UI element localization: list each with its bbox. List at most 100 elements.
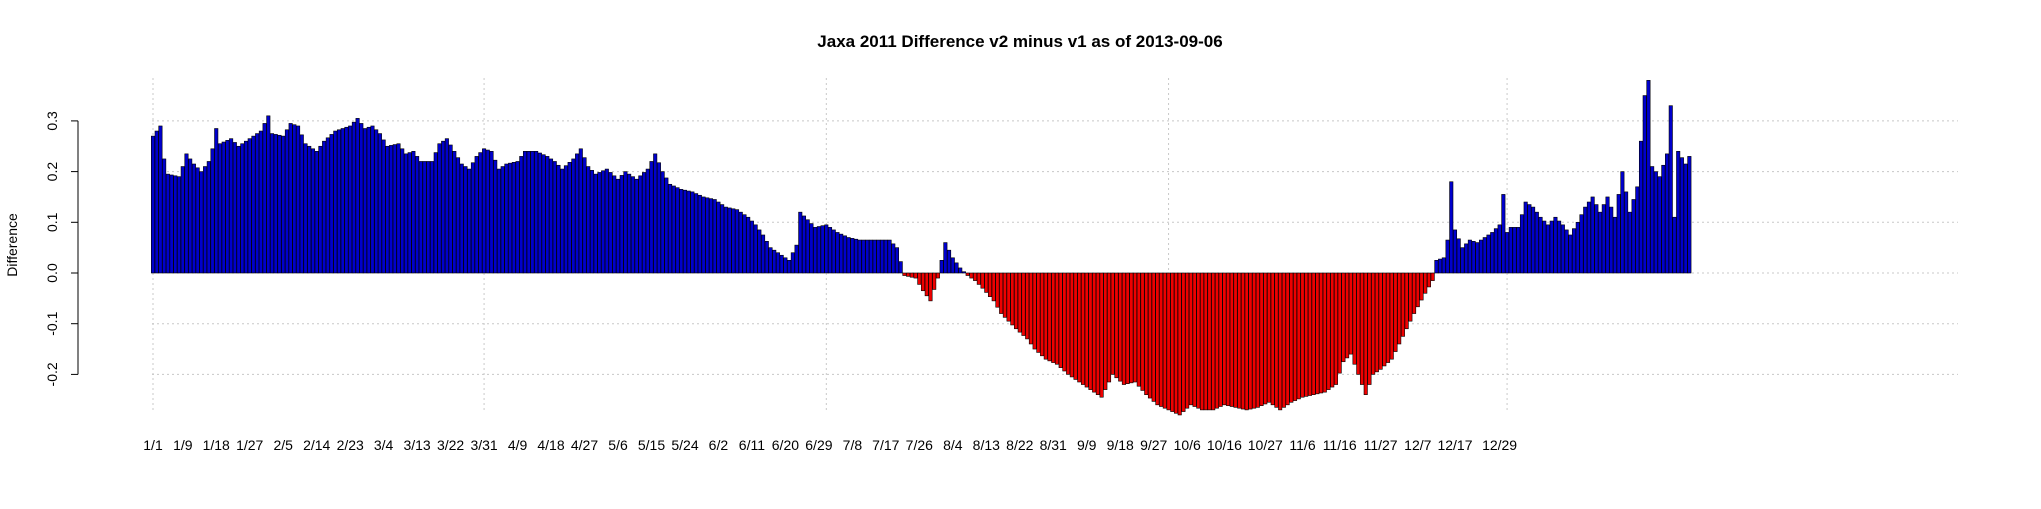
bar xyxy=(675,187,680,274)
bar xyxy=(1534,211,1539,274)
bar xyxy=(296,125,301,274)
bar xyxy=(697,194,702,274)
x-tick-label: 6/11 xyxy=(739,437,765,453)
bar xyxy=(601,170,606,274)
bar xyxy=(586,166,591,274)
bar xyxy=(1560,224,1565,274)
bar xyxy=(909,272,914,278)
bar xyxy=(1538,216,1543,274)
bar xyxy=(686,190,691,274)
bar xyxy=(1088,272,1093,390)
bar xyxy=(1527,204,1532,274)
bar xyxy=(1404,272,1409,330)
bar xyxy=(485,149,490,274)
bar xyxy=(549,158,554,274)
bar xyxy=(958,267,963,274)
bar xyxy=(1586,201,1591,274)
bar xyxy=(336,129,342,274)
bar xyxy=(281,135,286,274)
bar xyxy=(1367,272,1372,385)
bar xyxy=(407,152,412,274)
bar xyxy=(578,148,583,274)
bar xyxy=(1542,220,1547,274)
bar xyxy=(1296,272,1301,400)
bar xyxy=(1549,220,1554,274)
bar xyxy=(768,247,773,274)
bar xyxy=(1240,272,1245,410)
bar xyxy=(1069,272,1074,378)
bar xyxy=(623,171,628,274)
bar xyxy=(612,175,617,274)
bar xyxy=(831,229,836,274)
bar xyxy=(1493,228,1498,274)
x-tick-label: 5/15 xyxy=(638,437,665,453)
bar xyxy=(1002,272,1007,318)
bar xyxy=(1259,272,1264,406)
bar xyxy=(1032,272,1037,350)
bar xyxy=(1505,232,1510,274)
bar xyxy=(1304,272,1309,397)
bar xyxy=(363,128,368,274)
bar xyxy=(705,197,710,274)
bar xyxy=(206,161,211,274)
x-tick-label: 7/26 xyxy=(906,437,933,453)
bar xyxy=(1192,272,1197,407)
bar xyxy=(839,233,844,274)
bar xyxy=(478,152,483,274)
bar xyxy=(203,166,208,274)
bar xyxy=(270,133,275,274)
bar xyxy=(712,199,717,274)
bar xyxy=(1110,272,1115,375)
bar xyxy=(225,140,230,274)
bar xyxy=(560,168,565,274)
bar xyxy=(1214,272,1219,409)
bar xyxy=(928,272,933,302)
bar xyxy=(526,151,531,274)
bar xyxy=(169,174,174,274)
bar xyxy=(511,162,516,274)
bar xyxy=(891,243,896,274)
bar xyxy=(1419,272,1424,301)
x-tick-label: 5/6 xyxy=(608,437,628,453)
bar xyxy=(1616,194,1621,274)
bar xyxy=(177,176,182,274)
bar xyxy=(1181,272,1186,412)
bar xyxy=(668,183,673,274)
x-tick-label: 8/13 xyxy=(973,437,1000,453)
bar xyxy=(1047,272,1052,362)
bar xyxy=(392,144,397,274)
bar xyxy=(1092,272,1097,393)
bar xyxy=(348,125,353,274)
bar xyxy=(1393,272,1398,352)
bar xyxy=(184,153,189,274)
bar xyxy=(1519,214,1524,274)
bar xyxy=(1341,272,1346,363)
bar xyxy=(1612,216,1617,274)
x-tick-label: 3/31 xyxy=(470,437,497,453)
bar xyxy=(243,140,249,274)
bar xyxy=(809,223,814,274)
bar xyxy=(1006,272,1011,322)
bar xyxy=(1285,272,1290,406)
bar xyxy=(1441,257,1446,274)
x-tick-label: 10/6 xyxy=(1174,437,1201,453)
bar xyxy=(199,171,204,274)
bar xyxy=(813,227,818,274)
bar xyxy=(969,272,974,279)
bar xyxy=(247,138,252,274)
bar xyxy=(1118,272,1123,382)
bar xyxy=(441,140,446,274)
bar xyxy=(459,163,464,274)
bar xyxy=(1170,272,1175,412)
bar xyxy=(470,162,475,274)
bar xyxy=(1159,272,1164,407)
bar xyxy=(1125,272,1130,384)
bar xyxy=(753,224,758,274)
bar xyxy=(1661,164,1666,274)
bar xyxy=(1426,272,1431,288)
bar xyxy=(1553,216,1558,274)
bar xyxy=(1345,272,1350,359)
bar xyxy=(1479,239,1484,274)
bar xyxy=(322,140,327,274)
bar xyxy=(1572,228,1577,274)
